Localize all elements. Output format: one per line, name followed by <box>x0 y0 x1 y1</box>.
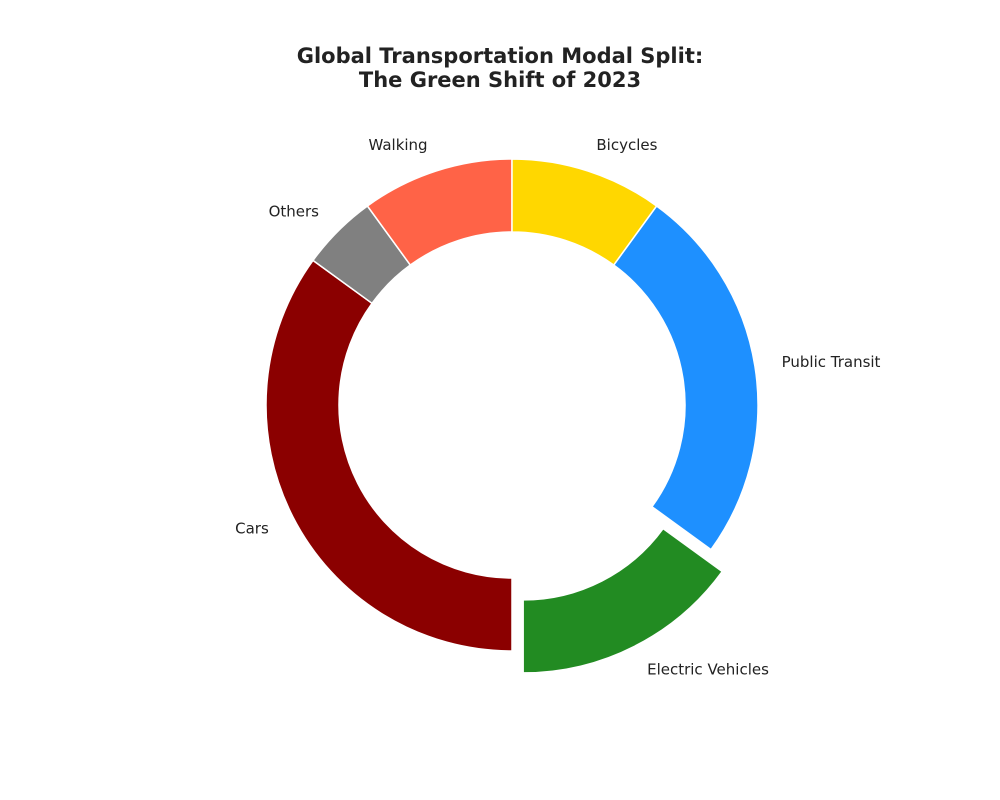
slice-label-electric-vehicles: Electric Vehicles <box>647 661 769 679</box>
slice-label-public-transit: Public Transit <box>782 353 881 371</box>
slice-label-cars: Cars <box>235 519 269 537</box>
slice-label-others: Others <box>269 203 320 221</box>
chart-title: Global Transportation Modal Split: The G… <box>0 44 1000 92</box>
slice-public-transit <box>612 204 759 551</box>
slice-cars <box>265 259 513 652</box>
slice-label-walking: Walking <box>368 136 427 154</box>
slice-bicycles <box>511 158 658 267</box>
chart-title-line-2: The Green Shift of 2023 <box>358 68 642 92</box>
slice-label-bicycles: Bicycles <box>596 136 657 154</box>
chart-title-line-1: Global Transportation Modal Split: <box>296 44 704 68</box>
slice-electric-vehicles <box>522 527 724 674</box>
